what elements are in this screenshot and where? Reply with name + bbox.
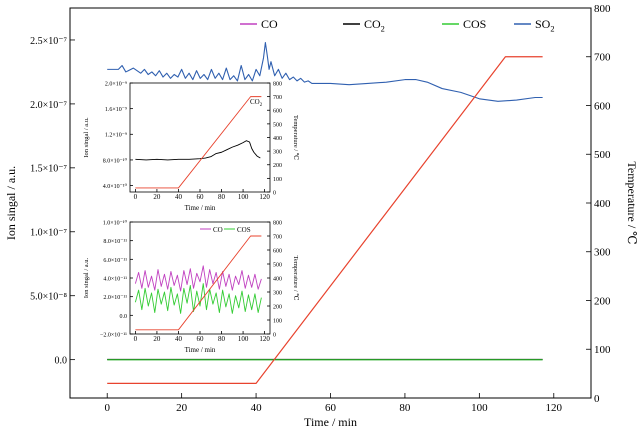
- x-tick-label: 100: [471, 402, 488, 414]
- x-tick-label: 80: [399, 402, 411, 414]
- y2-tick-label: 400: [273, 276, 282, 282]
- y2-tick-label: 800: [273, 81, 282, 87]
- y2-tick-label: 800: [594, 3, 611, 15]
- y2-tick-label: 100: [594, 344, 611, 356]
- x-tick-label: 80: [218, 193, 226, 201]
- y2-tick-label: 300: [273, 150, 282, 156]
- y2-tick-label: 600: [273, 248, 282, 254]
- x-tick-label: 120: [259, 335, 270, 343]
- y-tick-label: 8.0×10⁻¹⁰: [103, 157, 128, 164]
- y-axis-label: Ion singal / a.u.: [83, 117, 90, 158]
- y2-tick-label: 100: [273, 177, 282, 183]
- y-tick-label: 2.0×10⁻¹¹: [103, 295, 127, 301]
- y2-tick-label: 0: [594, 393, 600, 405]
- series-line-temperature: [135, 235, 262, 331]
- x-tick-label: 0: [104, 402, 110, 414]
- y2-tick-label: 500: [273, 122, 282, 128]
- inset-legend-label-cos: COS: [237, 226, 251, 234]
- chart-panel-inset_co2: 0 20 40 60 80 100 120 4.0×10⁻¹⁰ 8.0×10⁻¹⁰ 1.2×10⁻…: [83, 81, 300, 212]
- y-tick-label: 4.0×10⁻¹⁰: [103, 183, 128, 190]
- y2-tick-label: 700: [594, 52, 611, 64]
- plot-frame: [69, 7, 592, 399]
- x-tick-label: 100: [238, 335, 249, 343]
- x-tick-label: 0: [134, 193, 138, 201]
- y-tick-label: 1.0×10⁻¹⁰: [103, 219, 128, 226]
- chart-panel-main: 0 20 40 60 80 100 120 0.0 5.0×10⁻⁸ 1.0×10⁻⁷ 1.5×10…: [4, 3, 639, 429]
- y2-tick-label: 600: [594, 100, 611, 112]
- y2-tick-label: 200: [273, 304, 282, 310]
- x-axis-label: Time / min: [185, 346, 216, 354]
- y2-tick-label: 100: [273, 318, 282, 324]
- x-tick-label: 40: [175, 335, 183, 343]
- y2-axis-label: Temperature / ℃: [625, 161, 639, 244]
- y-tick-label: 1.0×10⁻⁷: [30, 228, 67, 239]
- y2-tick-label: 200: [594, 295, 611, 307]
- x-tick-label: 60: [197, 335, 205, 343]
- y-tick-label: 4.0×10⁻¹¹: [103, 276, 127, 282]
- series-line-cos: [134, 283, 262, 314]
- y-tick-label: 0.0: [55, 355, 68, 366]
- x-tick-label: 100: [238, 193, 249, 201]
- y2-tick-label: 700: [273, 234, 282, 240]
- y2-tick-label: 600: [273, 109, 282, 115]
- series-line-co: [134, 265, 262, 292]
- x-tick-label: 80: [218, 335, 226, 343]
- x-axis-label: Time / min: [185, 204, 216, 212]
- y-axis-label: Ion singal / a.u.: [83, 258, 90, 299]
- legend-label-so2: SO2: [535, 17, 555, 34]
- y2-tick-label: 200: [273, 163, 282, 169]
- x-tick-label: 40: [175, 193, 183, 201]
- x-tick-label: 60: [325, 402, 337, 414]
- x-tick-label: 20: [153, 193, 161, 201]
- y2-tick-label: 500: [273, 262, 282, 268]
- y2-tick-label: 800: [273, 220, 282, 226]
- series-line-temperature: [107, 56, 543, 384]
- y-tick-label: 6.0×10⁻¹¹: [103, 258, 127, 264]
- inset-legend-co2: CO2: [250, 98, 263, 108]
- y-tick-label: 2.0×10⁻⁹: [105, 81, 127, 87]
- y2-tick-label: 300: [273, 290, 282, 296]
- series-line-co2: [135, 140, 261, 161]
- x-tick-label: 120: [546, 402, 563, 414]
- y2-tick-label: 300: [594, 247, 611, 259]
- series-line-temperature: [135, 96, 262, 189]
- y2-tick-label: 400: [273, 136, 282, 142]
- x-tick-label: 20: [153, 335, 161, 343]
- series-line-so2: [107, 41, 543, 102]
- legend-label-co2: CO2: [364, 17, 385, 34]
- y-tick-label: 2.5×10⁻⁷: [30, 36, 67, 47]
- y-tick-label: 2.0×10⁻⁷: [30, 100, 67, 111]
- y-tick-label: 0.0: [120, 314, 128, 320]
- inset-legend-label-co: CO: [213, 226, 223, 234]
- y-tick-label: 1.5×10⁻⁷: [30, 164, 67, 175]
- y2-tick-label: 0: [273, 190, 276, 196]
- y2-tick-label: 500: [594, 149, 611, 161]
- y-tick-label: 5.0×10⁻⁸: [30, 292, 67, 303]
- y-axis-label: Ion singal / a.u.: [4, 166, 18, 240]
- y2-tick-label: 700: [273, 95, 282, 101]
- legend-label-cos: COS: [463, 17, 486, 31]
- x-axis-label: Time / min: [304, 415, 357, 429]
- y-tick-label: 8.0×10⁻¹¹: [103, 239, 127, 245]
- x-tick-label: 20: [176, 402, 188, 414]
- y2-tick-label: 0: [273, 332, 276, 338]
- y-tick-label: 1.2×10⁻⁹: [105, 133, 127, 139]
- x-tick-label: 120: [259, 193, 270, 201]
- y-tick-label: −2.0×10⁻¹¹: [100, 332, 127, 338]
- y2-axis-label: Temperature / ℃: [292, 255, 300, 300]
- x-tick-label: 60: [197, 193, 205, 201]
- x-tick-label: 0: [134, 335, 138, 343]
- y2-tick-label: 400: [594, 198, 611, 210]
- chart-panel-inset_co_cos: 0 20 40 60 80 100 120 −2.0×10⁻¹¹ 0.0 2.0×10⁻¹¹ 4.0…: [83, 219, 300, 354]
- y-tick-label: 1.6×10⁻⁹: [105, 107, 127, 113]
- legend-label-co: CO: [261, 17, 278, 31]
- y2-axis-label: Temperature / ℃: [292, 115, 300, 160]
- x-tick-label: 40: [251, 402, 263, 414]
